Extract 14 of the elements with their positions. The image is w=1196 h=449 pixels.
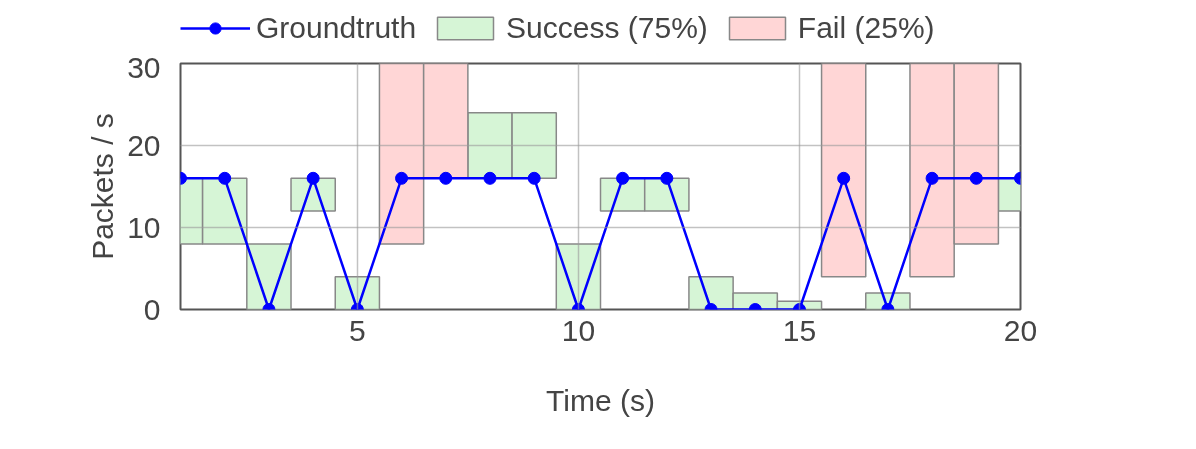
- x-tick-label: 20: [1003, 313, 1038, 347]
- bar: [820, 63, 867, 278]
- y-tick-label: 20: [127, 128, 161, 162]
- x-tick-label: 15: [782, 313, 817, 347]
- y-axis-title: Packets / s: [86, 113, 120, 260]
- legend-label: Groundtruth: [256, 11, 417, 45]
- x-axis-title: Time (s): [546, 383, 655, 417]
- y-tick-label: 30: [127, 50, 161, 84]
- x-tick-label: 5: [349, 313, 366, 347]
- legend-label: Fail (25%): [797, 11, 935, 45]
- legend-label: Success (75%): [506, 11, 708, 45]
- y-tick-label: 10: [127, 210, 161, 244]
- x-tick-label: 10: [561, 313, 596, 347]
- y-tick-label: 0: [143, 292, 161, 326]
